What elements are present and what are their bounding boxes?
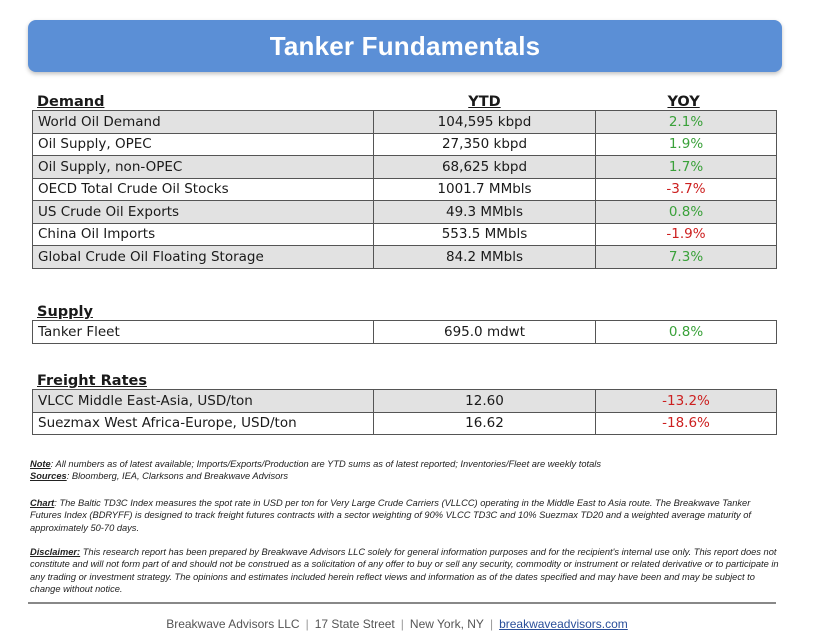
table-row: World Oil Demand 104,595 kbpd 2.1%: [32, 110, 777, 134]
supply-heading: Supply: [37, 304, 93, 320]
row-yoy-value: 2.1%: [595, 110, 777, 134]
page-title: Tanker Fundamentals: [269, 30, 541, 61]
table-row: VLCC Middle East-Asia, USD/ton 12.60 -13…: [32, 389, 777, 413]
footer-address: 17 State Street: [314, 617, 395, 631]
notes-block: Note: All numbers as of latest available…: [30, 458, 782, 483]
chart-note: Chart: The Baltic TD3C Index measures th…: [30, 497, 782, 534]
table-row: Oil Supply, non-OPEC 68,625 kbpd 1.7%: [32, 155, 777, 179]
footer-company: Breakwave Advisors LLC: [166, 617, 300, 631]
row-label: Tanker Fleet: [32, 320, 374, 344]
row-yoy-value: 1.7%: [595, 155, 777, 179]
freight-heading: Freight Rates: [37, 373, 147, 389]
row-yoy-value: 7.3%: [595, 245, 777, 269]
supply-table: Tanker Fleet 695.0 mdwt 0.8%: [32, 320, 777, 344]
sources-line: Sources: Bloomberg, IEA, Clarksons and B…: [30, 470, 782, 482]
disclaimer: Disclaimer: This research report has bee…: [30, 546, 782, 595]
row-ytd-value: 1001.7 MMbls: [373, 177, 596, 201]
row-ytd-value: 49.3 MMbls: [373, 200, 596, 224]
demand-header: Demand YTD YOY: [32, 92, 773, 110]
chart-text: : The Baltic TD3C Index measures the spo…: [30, 498, 752, 533]
freight-table: VLCC Middle East-Asia, USD/ton 12.60 -13…: [32, 389, 777, 435]
table-row: China Oil Imports 553.5 MMbls -1.9%: [32, 222, 777, 246]
disclaimer-label: Disclaimer:: [30, 547, 81, 557]
table-row: US Crude Oil Exports 49.3 MMbls 0.8%: [32, 200, 777, 224]
sources-label: Sources: [30, 471, 67, 482]
row-label: Suezmax West Africa-Europe, USD/ton: [32, 411, 374, 435]
row-ytd-value: 104,595 kbpd: [373, 110, 596, 134]
footer-website-link[interactable]: breakwaveadvisors.com: [499, 617, 628, 631]
row-label: OECD Total Crude Oil Stocks: [32, 177, 374, 201]
row-label: World Oil Demand: [32, 110, 374, 134]
row-yoy-value: 1.9%: [595, 132, 777, 156]
row-ytd-value: 84.2 MMbls: [373, 245, 596, 269]
title-banner: Tanker Fundamentals: [28, 20, 782, 72]
chart-label: Chart: [30, 498, 55, 508]
footer-city: New York, NY: [409, 617, 484, 631]
footer-separator: |: [400, 617, 404, 631]
row-ytd-value: 27,350 kbpd: [373, 132, 596, 156]
row-yoy-value: -13.2%: [595, 389, 777, 413]
row-ytd-value: 553.5 MMbls: [373, 222, 596, 246]
row-yoy-value: 0.8%: [595, 200, 777, 224]
disclaimer-text: This research report has been prepared b…: [30, 547, 779, 594]
table-row: Tanker Fleet 695.0 mdwt 0.8%: [32, 320, 777, 344]
row-ytd-value: 695.0 mdwt: [373, 320, 596, 344]
demand-section: Demand YTD YOY World Oil Demand 104,595 …: [32, 92, 777, 269]
supply-header: Supply: [32, 302, 773, 320]
row-ytd-value: 16.62: [373, 411, 596, 435]
row-ytd-value: 12.60: [373, 389, 596, 413]
row-label: Oil Supply, OPEC: [32, 132, 374, 156]
table-row: Suezmax West Africa-Europe, USD/ton 16.6…: [32, 411, 777, 435]
table-row: OECD Total Crude Oil Stocks 1001.7 MMbls…: [32, 177, 777, 201]
freight-section: Freight Rates VLCC Middle East-Asia, USD…: [32, 371, 777, 435]
note-label: Note: [30, 459, 51, 469]
row-yoy-value: 0.8%: [595, 320, 777, 344]
note-text: : All numbers as of latest available; Im…: [50, 459, 601, 469]
row-label: Oil Supply, non-OPEC: [32, 155, 374, 179]
footer-separator: |: [305, 617, 309, 631]
row-ytd-value: 68,625 kbpd: [373, 155, 596, 179]
supply-section: Supply Tanker Fleet 695.0 mdwt 0.8%: [32, 302, 777, 344]
footer: Breakwave Advisors LLC | 17 State Street | N…: [0, 617, 794, 631]
sources-text: : Bloomberg, IEA, Clarksons and Breakwav…: [66, 471, 289, 482]
row-label: VLCC Middle East-Asia, USD/ton: [32, 389, 374, 413]
ytd-column-header: YTD: [468, 94, 501, 110]
note-line: Note: All numbers as of latest available…: [30, 458, 782, 470]
row-yoy-value: -1.9%: [595, 222, 777, 246]
demand-heading: Demand: [37, 94, 105, 110]
footer-separator: |: [489, 617, 494, 631]
row-yoy-value: -18.6%: [595, 411, 777, 435]
table-row: Oil Supply, OPEC 27,350 kbpd 1.9%: [32, 132, 777, 156]
row-label: US Crude Oil Exports: [32, 200, 374, 224]
freight-header: Freight Rates: [32, 371, 773, 389]
row-label: China Oil Imports: [32, 222, 374, 246]
row-yoy-value: -3.7%: [595, 177, 777, 201]
yoy-column-header: YOY: [667, 94, 700, 110]
row-label: Global Crude Oil Floating Storage: [32, 245, 374, 269]
footer-divider: [28, 602, 776, 604]
table-row: Global Crude Oil Floating Storage 84.2 M…: [32, 245, 777, 269]
demand-table: World Oil Demand 104,595 kbpd 2.1% Oil S…: [32, 110, 777, 269]
